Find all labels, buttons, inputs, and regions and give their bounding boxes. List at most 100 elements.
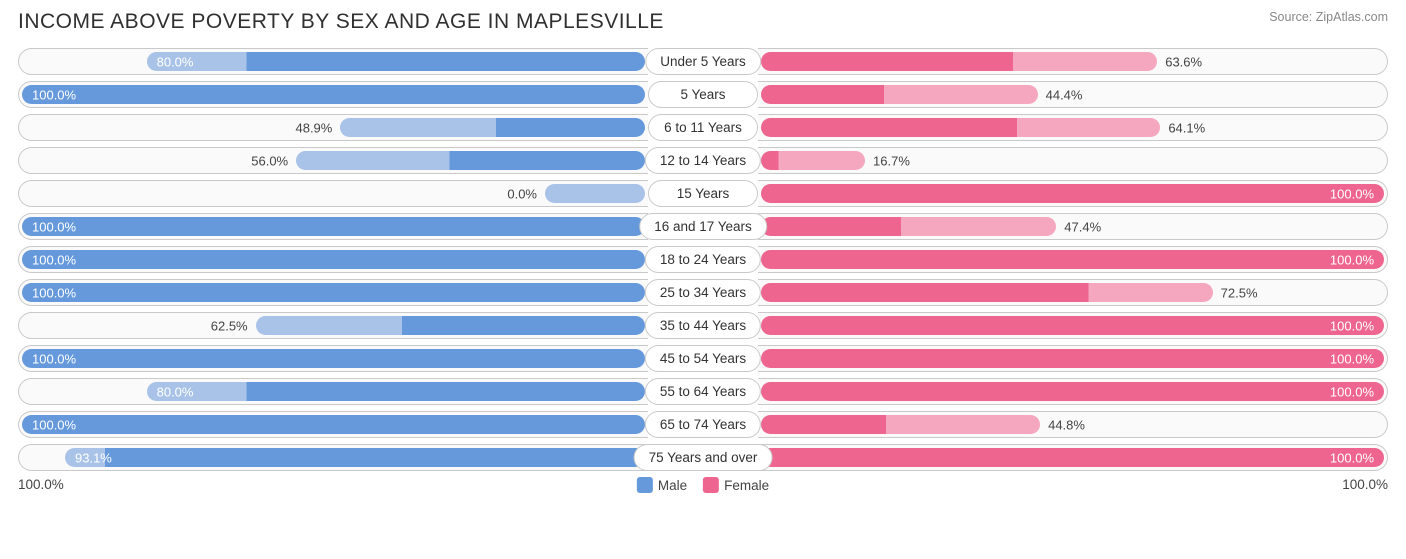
category-label: 16 and 17 Years <box>639 213 767 240</box>
female-track: 100.0% <box>758 312 1388 339</box>
male-track: 48.9% <box>18 114 648 141</box>
male-bar: 80.0% <box>147 382 645 401</box>
male-track: 100.0% <box>18 246 648 273</box>
female-bar: 100.0% <box>761 250 1384 269</box>
chart-row: 100.0% 100.0% 45 to 54 Years <box>18 345 1388 372</box>
female-bar <box>761 85 1038 104</box>
female-bar: 100.0% <box>761 316 1384 335</box>
male-track: 100.0% <box>18 411 648 438</box>
female-bar <box>761 118 1160 137</box>
female-track: 16.7% <box>758 147 1388 174</box>
chart-row: 100.0% 44.8% 65 to 74 Years <box>18 411 1388 438</box>
male-track: 0.0% <box>18 180 648 207</box>
category-label: 35 to 44 Years <box>645 312 761 339</box>
male-value: 56.0% <box>251 153 288 168</box>
female-bar <box>761 283 1213 302</box>
female-value: 100.0% <box>1330 252 1374 267</box>
male-track: 80.0% <box>18 378 648 405</box>
female-bar: 100.0% <box>761 184 1384 203</box>
male-value: 100.0% <box>32 285 76 300</box>
category-label: 6 to 11 Years <box>648 114 758 141</box>
male-bar <box>256 316 645 335</box>
category-label: 5 Years <box>648 81 758 108</box>
male-value: 80.0% <box>157 54 194 69</box>
male-track: 100.0% <box>18 213 648 240</box>
male-value: 62.5% <box>211 318 248 333</box>
female-bar <box>761 217 1056 236</box>
male-bar: 100.0% <box>22 349 645 368</box>
chart-row: 56.0% 16.7% 12 to 14 Years <box>18 147 1388 174</box>
chart-row: 100.0% 44.4% 5 Years <box>18 81 1388 108</box>
female-value: 44.8% <box>1048 417 1085 432</box>
male-value: 100.0% <box>32 87 76 102</box>
diverging-bar-chart: 80.0%63.6%Under 5 Years100.0%44.4%5 Year… <box>18 48 1388 471</box>
axis-label-right: 100.0% <box>1342 477 1388 492</box>
male-bar: 100.0% <box>22 217 645 236</box>
category-label: 25 to 34 Years <box>645 279 761 306</box>
category-label: 55 to 64 Years <box>645 378 761 405</box>
chart-row: 100.0% 100.0% 18 to 24 Years <box>18 246 1388 273</box>
female-value: 16.7% <box>873 153 910 168</box>
chart-row: 100.0% 72.5% 25 to 34 Years <box>18 279 1388 306</box>
legend-label-male: Male <box>658 478 687 493</box>
female-bar: 100.0% <box>761 382 1384 401</box>
male-bar: 100.0% <box>22 283 645 302</box>
female-track: 100.0% <box>758 345 1388 372</box>
male-value: 100.0% <box>32 219 76 234</box>
female-value: 44.4% <box>1046 87 1083 102</box>
female-value: 63.6% <box>1165 54 1202 69</box>
male-track: 80.0% <box>18 48 648 75</box>
female-value: 100.0% <box>1330 318 1374 333</box>
female-track: 63.6% <box>758 48 1388 75</box>
female-bar <box>761 52 1157 71</box>
male-track: 100.0% <box>18 345 648 372</box>
female-value: 100.0% <box>1330 351 1374 366</box>
female-track: 44.4% <box>758 81 1388 108</box>
male-value: 100.0% <box>32 252 76 267</box>
chart-title: INCOME ABOVE POVERTY BY SEX AND AGE IN M… <box>18 10 664 34</box>
female-track: 100.0% <box>758 378 1388 405</box>
female-bar: 100.0% <box>761 448 1384 467</box>
category-label: 75 Years and over <box>634 444 773 471</box>
legend-label-female: Female <box>724 478 769 493</box>
male-value: 80.0% <box>157 384 194 399</box>
chart-row: 62.5% 100.0% 35 to 44 Years <box>18 312 1388 339</box>
female-track: 44.8% <box>758 411 1388 438</box>
male-track: 62.5% <box>18 312 648 339</box>
chart-row: 80.0%63.6%Under 5 Years <box>18 48 1388 75</box>
male-track: 93.1% <box>18 444 648 471</box>
category-label: 15 Years <box>648 180 758 207</box>
chart-row: 100.0% 47.4%16 and 17 Years <box>18 213 1388 240</box>
male-value: 93.1% <box>75 450 112 465</box>
female-track: 64.1% <box>758 114 1388 141</box>
legend-item-male: Male <box>637 477 687 493</box>
female-track: 100.0% <box>758 444 1388 471</box>
legend: Male Female <box>637 477 769 493</box>
male-track: 56.0% <box>18 147 648 174</box>
male-track: 100.0% <box>18 279 648 306</box>
male-bar: 100.0% <box>22 250 645 269</box>
chart-row: 48.9% 64.1% 6 to 11 Years <box>18 114 1388 141</box>
male-bar <box>545 184 645 203</box>
female-value: 64.1% <box>1168 120 1205 135</box>
male-value: 100.0% <box>32 351 76 366</box>
category-label: 18 to 24 Years <box>645 246 761 273</box>
male-bar: 100.0% <box>22 415 645 434</box>
category-label: 65 to 74 Years <box>645 411 761 438</box>
category-label: 45 to 54 Years <box>645 345 761 372</box>
axis-label-left: 100.0% <box>18 477 64 492</box>
female-value: 100.0% <box>1330 186 1374 201</box>
category-label: 12 to 14 Years <box>645 147 761 174</box>
female-value: 72.5% <box>1221 285 1258 300</box>
male-bar <box>296 151 645 170</box>
male-bar: 100.0% <box>22 85 645 104</box>
female-bar <box>761 151 865 170</box>
female-track: 47.4% <box>758 213 1388 240</box>
male-bar: 80.0% <box>147 52 645 71</box>
legend-swatch-male <box>637 477 653 493</box>
chart-row: 80.0% 100.0%55 to 64 Years <box>18 378 1388 405</box>
male-value: 100.0% <box>32 417 76 432</box>
chart-row: 0.0% 100.0% 15 Years <box>18 180 1388 207</box>
female-bar <box>761 415 1040 434</box>
female-bar: 100.0% <box>761 349 1384 368</box>
